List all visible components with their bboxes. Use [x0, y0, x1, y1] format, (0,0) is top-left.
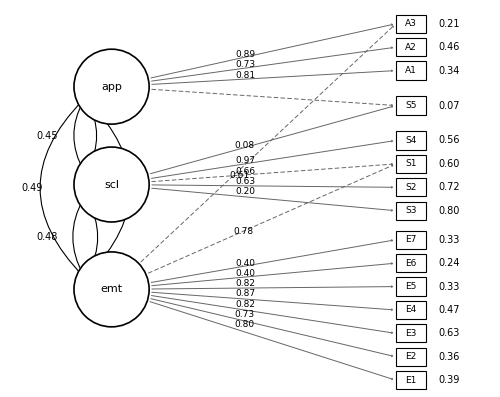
Text: 0.72: 0.72 — [438, 182, 460, 192]
Text: 0.82: 0.82 — [235, 299, 255, 308]
Text: 0.73: 0.73 — [236, 60, 256, 69]
Text: 0.48: 0.48 — [36, 232, 58, 242]
Text: 0.46: 0.46 — [438, 42, 460, 52]
Text: E3: E3 — [405, 329, 416, 338]
Text: E7: E7 — [405, 235, 416, 244]
Text: 0.07: 0.07 — [438, 100, 460, 110]
Text: 0.21: 0.21 — [438, 19, 460, 29]
Text: 0.33: 0.33 — [438, 281, 460, 291]
Text: 0.49: 0.49 — [22, 183, 43, 193]
Text: 0.78: 0.78 — [234, 227, 254, 235]
Bar — [396, 371, 426, 389]
Text: emt: emt — [100, 284, 122, 294]
Text: 0.40: 0.40 — [235, 259, 255, 268]
Text: 0.89: 0.89 — [235, 50, 255, 60]
Text: 0.33: 0.33 — [438, 235, 460, 245]
FancyArrowPatch shape — [74, 101, 84, 171]
Text: 0.66: 0.66 — [236, 166, 256, 175]
Text: 0.56: 0.56 — [438, 135, 460, 145]
Text: 0.87: 0.87 — [236, 289, 256, 299]
Text: 0.73: 0.73 — [235, 310, 255, 319]
Text: A2: A2 — [405, 42, 416, 52]
Bar — [396, 62, 426, 80]
Text: 0.63: 0.63 — [438, 328, 460, 338]
Text: A3: A3 — [405, 19, 416, 28]
Bar — [396, 301, 426, 319]
FancyArrowPatch shape — [86, 198, 98, 275]
Text: S3: S3 — [405, 206, 416, 215]
Text: E5: E5 — [405, 282, 416, 291]
Bar — [396, 231, 426, 249]
Text: 0.81: 0.81 — [236, 71, 256, 80]
Bar — [396, 324, 426, 343]
Text: 0.20: 0.20 — [236, 187, 256, 196]
Text: 0.24: 0.24 — [438, 258, 460, 268]
Text: 0.97: 0.97 — [235, 156, 256, 166]
Text: app: app — [101, 82, 122, 92]
FancyArrowPatch shape — [73, 199, 84, 276]
Text: E6: E6 — [405, 259, 416, 268]
Text: 0.45: 0.45 — [36, 131, 58, 141]
FancyArrowPatch shape — [87, 100, 130, 276]
Text: 0.80: 0.80 — [438, 206, 460, 216]
Ellipse shape — [74, 147, 149, 222]
Text: E2: E2 — [405, 352, 416, 361]
Text: 0.08: 0.08 — [234, 141, 255, 150]
FancyArrowPatch shape — [86, 100, 97, 170]
Text: 0.36: 0.36 — [438, 352, 460, 362]
Text: E1: E1 — [405, 376, 416, 385]
Text: 0.40: 0.40 — [236, 269, 256, 278]
Bar — [396, 278, 426, 296]
Bar — [396, 254, 426, 272]
Text: 0.60: 0.60 — [438, 159, 460, 169]
Bar — [396, 178, 426, 197]
Bar — [396, 202, 426, 220]
Text: scl: scl — [104, 179, 119, 189]
Ellipse shape — [74, 252, 149, 327]
FancyArrowPatch shape — [40, 100, 84, 276]
Bar — [396, 38, 426, 56]
Text: S2: S2 — [405, 183, 416, 192]
Text: S5: S5 — [405, 101, 416, 110]
Text: 0.34: 0.34 — [438, 66, 460, 75]
Text: 0.82: 0.82 — [236, 279, 256, 288]
Text: 0.63: 0.63 — [236, 177, 256, 186]
Bar — [396, 96, 426, 115]
Text: S4: S4 — [405, 136, 416, 145]
Bar — [396, 15, 426, 33]
Text: E4: E4 — [405, 306, 416, 314]
Text: 0.80: 0.80 — [234, 320, 255, 329]
Text: 0.39: 0.39 — [438, 375, 460, 385]
Bar — [396, 155, 426, 173]
Bar — [396, 348, 426, 366]
Ellipse shape — [74, 49, 149, 124]
Text: S1: S1 — [405, 160, 416, 168]
Text: 0.61: 0.61 — [229, 171, 249, 180]
Text: A1: A1 — [405, 66, 416, 75]
Text: 0.47: 0.47 — [438, 305, 460, 315]
Bar — [396, 131, 426, 150]
